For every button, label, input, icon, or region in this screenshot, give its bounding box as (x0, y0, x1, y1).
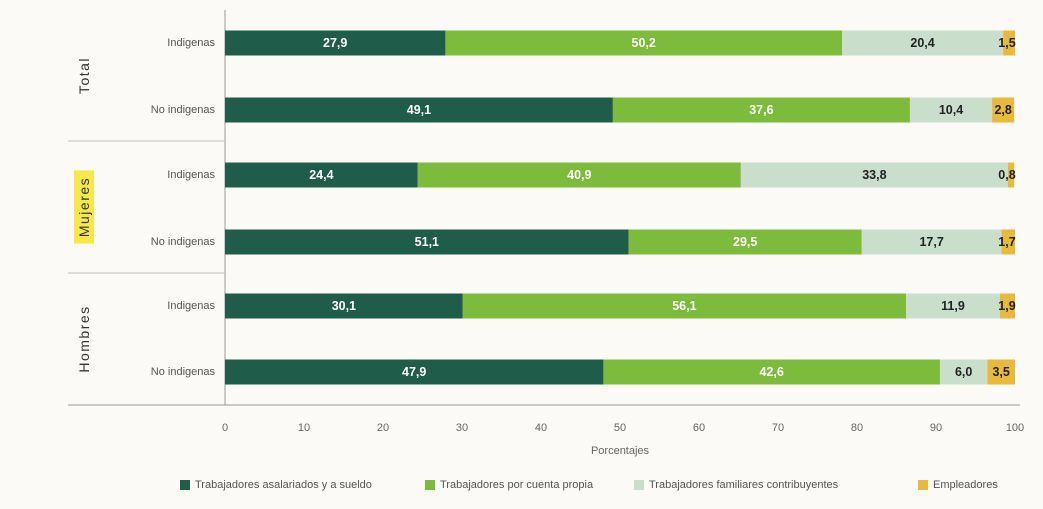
bar-segment (1007, 162, 1015, 188)
bar-segment (1003, 30, 1015, 56)
data-label: 10,4 (939, 103, 963, 117)
x-tick-label: 70 (772, 422, 784, 434)
data-label: 17,7 (919, 235, 943, 249)
bar-segment (841, 30, 1004, 56)
data-label: 47,9 (402, 365, 426, 379)
data-label: 56,1 (672, 299, 696, 313)
data-label: 50,2 (632, 36, 656, 50)
group-label-hombres: Hombres (76, 305, 92, 372)
data-label: 11,9 (941, 299, 965, 313)
data-label: 51,1 (415, 235, 439, 249)
bar-segment (992, 97, 1015, 123)
group-label-mujeres: Mujeres (76, 177, 92, 237)
bar-segment (417, 162, 741, 188)
category-label: Indigenas (167, 169, 215, 181)
legend-label: Trabajadores asalariados y a sueldo (195, 479, 372, 491)
data-label: 37,6 (749, 103, 773, 117)
data-label: 1,5 (998, 36, 1015, 50)
data-label: 49,1 (407, 103, 431, 117)
x-tick-label: 40 (535, 422, 547, 434)
x-tick-label: 0 (222, 422, 228, 434)
x-tick-label: 50 (614, 422, 626, 434)
x-tick-label: 30 (456, 422, 468, 434)
category-label: Indigenas (167, 37, 215, 49)
bar-segment (225, 229, 629, 255)
legend-label: Trabajadores familiares contribuyentes (649, 479, 839, 491)
bar-segment (225, 162, 418, 188)
data-label: 29,5 (733, 235, 757, 249)
data-label: 42,6 (760, 365, 784, 379)
legend-swatch (425, 480, 435, 490)
x-tick-label: 80 (851, 422, 863, 434)
bar-segment (225, 359, 604, 385)
legend-swatch (634, 480, 644, 490)
bar-segment (612, 97, 910, 123)
plot-background (68, 10, 1025, 405)
data-label: 1,7 (998, 235, 1015, 249)
bar-segment (1001, 229, 1015, 255)
x-tick-label: 90 (930, 422, 942, 434)
data-label: 20,4 (910, 36, 934, 50)
bar-segment (740, 162, 1008, 188)
bar-segment (909, 97, 993, 123)
x-tick-label: 10 (298, 422, 310, 434)
x-tick-label: 60 (693, 422, 705, 434)
bar-segment (939, 359, 988, 385)
bar-segment (905, 293, 1000, 319)
category-label: No indigenas (151, 236, 216, 248)
category-label: No indigenas (151, 104, 216, 116)
bar-segment (462, 293, 906, 319)
data-label: 27,9 (323, 36, 347, 50)
data-label: 33,8 (862, 168, 886, 182)
data-label: 3,5 (992, 365, 1009, 379)
x-axis-title: Porcentajes (591, 445, 650, 457)
data-label: 30,1 (332, 299, 356, 313)
legend-swatch (918, 480, 928, 490)
data-label: 2,8 (994, 103, 1011, 117)
x-tick-label: 100 (1006, 422, 1024, 434)
category-label: Indigenas (167, 300, 215, 312)
legend-label: Trabajadores por cuenta propia (440, 479, 594, 491)
bar-segment (445, 30, 842, 56)
data-label: 40,9 (567, 168, 591, 182)
x-tick-label: 20 (377, 422, 389, 434)
category-label: No indigenas (151, 366, 216, 378)
group-label-highlight (74, 170, 94, 244)
legend-label: Empleadores (933, 479, 998, 491)
data-label: 1,9 (998, 299, 1015, 313)
bar-segment (225, 97, 613, 123)
bar-segment (603, 359, 940, 385)
data-label: 6,0 (955, 365, 972, 379)
bar-segment (861, 229, 1002, 255)
legend-swatch (180, 480, 190, 490)
bar-segment (225, 293, 463, 319)
bar-segment (628, 229, 862, 255)
bar-segment (225, 30, 446, 56)
data-label: 24,4 (309, 168, 333, 182)
group-label-total: Total (76, 57, 92, 94)
bar-segment (999, 293, 1015, 319)
bar-segment (987, 359, 1015, 385)
data-label: 0,8 (998, 168, 1015, 182)
